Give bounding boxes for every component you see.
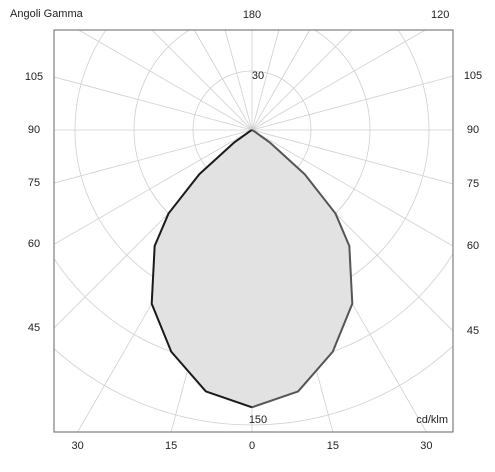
angle-tick-label: 60 [28, 238, 40, 250]
r-tick-label: 150 [249, 414, 267, 426]
lobe-fill [151, 130, 252, 408]
grid-spoke [251, 129, 453, 185]
angle-tick-label: 30 [420, 440, 432, 452]
angle-tick-label: 15 [327, 440, 339, 452]
angle-tick-label: 120 [431, 9, 449, 21]
grid-spoke [151, 30, 253, 131]
angle-tick-label: 90 [28, 124, 40, 136]
grid-spoke [251, 30, 426, 131]
lobe-fill [252, 130, 353, 408]
chart-title: Angoli Gamma [10, 8, 84, 20]
grid-spoke [251, 30, 311, 131]
angle-tick-label: 105 [25, 71, 43, 83]
intensity-curve [251, 129, 354, 409]
angle-tick-label: 180 [243, 9, 261, 21]
intensity-curve [150, 129, 253, 409]
grid-spoke [251, 30, 353, 131]
grid-spoke [193, 30, 253, 131]
grid-spoke [54, 129, 253, 245]
angle-tick-label: 15 [165, 440, 177, 452]
plot: 3030609012015018001059075604530151201059… [25, 9, 482, 452]
grid-spoke [54, 129, 253, 184]
angle-tick-label: 0 [249, 440, 255, 452]
angle-tick-label: 30 [72, 440, 84, 452]
grid-spoke [54, 76, 253, 131]
unit-label: cd/klm [416, 414, 448, 426]
angle-tick-label: 60 [467, 240, 479, 252]
grid-spoke [251, 75, 453, 131]
angle-tick-label: 75 [467, 178, 479, 190]
angle-tick-label: 45 [467, 325, 479, 337]
grid-spoke [251, 30, 280, 131]
grid-spoke [224, 30, 253, 131]
frame [53, 29, 454, 433]
angle-tick-label: 45 [28, 322, 40, 334]
angle-tick-label: 75 [28, 177, 40, 189]
grid-spoke [251, 129, 453, 247]
angle-tick-label: 105 [464, 70, 482, 82]
grid-spoke [78, 30, 253, 131]
r-tick-label: 30 [252, 70, 264, 82]
angle-tick-label: 90 [467, 124, 479, 136]
